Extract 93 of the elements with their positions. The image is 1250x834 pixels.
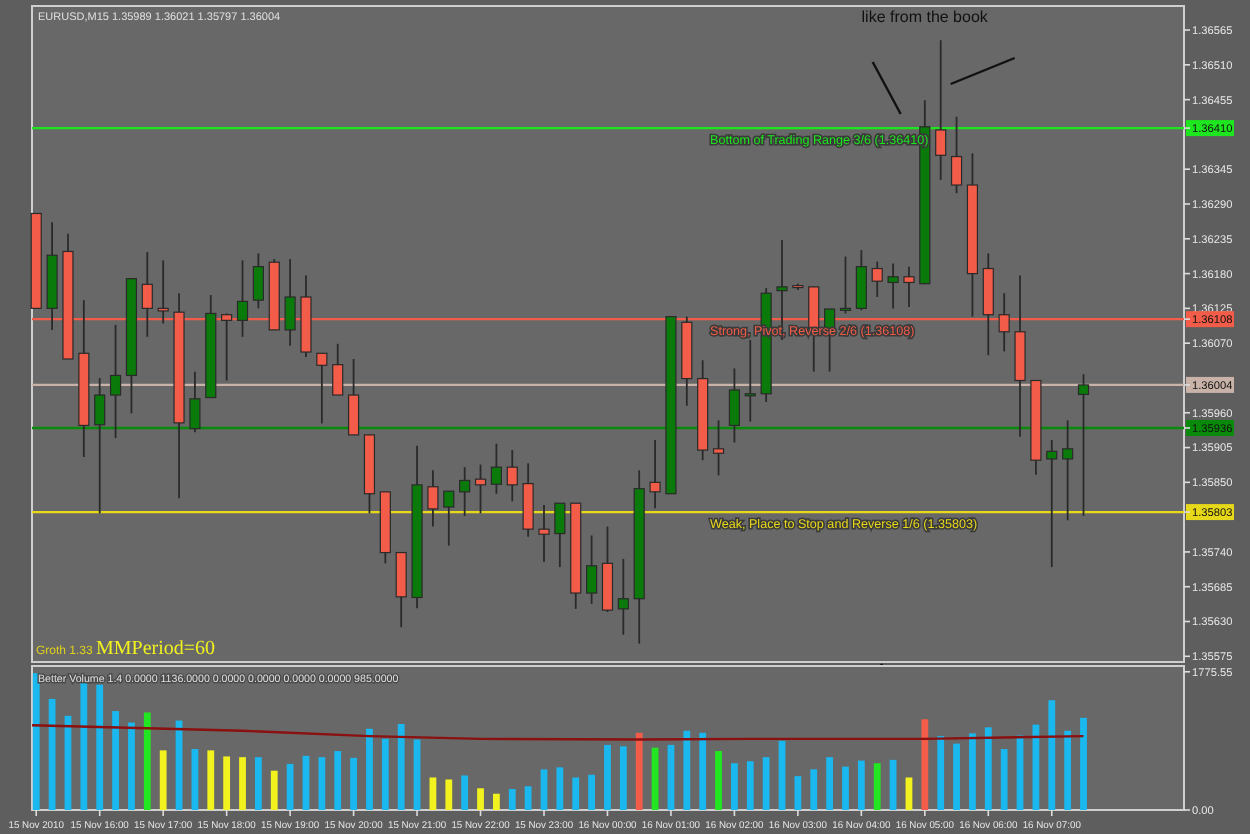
candlestick: [887, 262, 899, 310]
bar: [508, 788, 516, 810]
bar: [810, 769, 818, 810]
candlestick: [1046, 439, 1058, 569]
candlestick: [950, 115, 963, 195]
bar: [746, 761, 754, 810]
candlestick: [236, 259, 249, 338]
candlestick: [935, 39, 947, 181]
bar: [96, 684, 104, 810]
bar: [239, 757, 246, 810]
bar: [556, 767, 564, 810]
bar: [1048, 700, 1056, 810]
bar: [207, 750, 215, 810]
bar: [461, 775, 469, 810]
candlestick: [459, 466, 471, 517]
bar: [397, 723, 405, 810]
bar: [857, 760, 865, 810]
annotation: like from the book: [861, 8, 990, 26]
line-series: [30, 724, 1085, 741]
candlestick: [427, 469, 439, 528]
bar: [381, 738, 389, 810]
bar: [429, 777, 437, 810]
bar: [445, 779, 453, 810]
bar: [286, 763, 294, 810]
bar: [477, 788, 484, 810]
bar: [588, 774, 595, 810]
bar: [683, 730, 691, 810]
bar: [493, 793, 500, 810]
candlestick: [871, 260, 883, 298]
candlestick: [474, 463, 487, 515]
candlestick: [347, 358, 360, 436]
bar: [762, 757, 770, 810]
bar: [334, 751, 342, 810]
candlestick: [839, 255, 852, 315]
candlestick: [617, 557, 629, 636]
candlestick: [252, 252, 264, 310]
bar: [318, 757, 326, 810]
candlestick: [332, 342, 344, 396]
bar: [572, 777, 580, 810]
candlestick: [744, 339, 756, 423]
bar: [32, 673, 40, 810]
candlestick: [490, 442, 502, 495]
candlestick: [94, 377, 106, 515]
candlestick: [903, 265, 915, 309]
bar: [270, 770, 278, 810]
bar: [905, 777, 913, 810]
candlestick: [316, 352, 328, 425]
candlestick: [601, 525, 614, 613]
candlestick: [395, 551, 407, 629]
candlestick: [554, 502, 566, 569]
bar: [842, 766, 849, 810]
candlestick: [109, 323, 122, 439]
bar: [143, 712, 151, 810]
bar: [80, 679, 88, 810]
bar: [350, 757, 357, 810]
bar: [159, 750, 167, 810]
candlestick: [538, 504, 550, 563]
annotation: MMPeriod=60: [96, 638, 216, 660]
candlestick: [649, 439, 661, 510]
bar: [984, 727, 992, 810]
bar: [794, 776, 802, 810]
candlestick: [712, 419, 725, 477]
bar: [731, 763, 738, 810]
bar: [223, 756, 231, 810]
bar: [1080, 717, 1087, 810]
bar: [969, 733, 976, 810]
bar: [937, 736, 945, 810]
bar: [1064, 730, 1072, 810]
bar: [715, 751, 722, 810]
bar: [873, 763, 881, 810]
candlestick: [284, 258, 296, 347]
candlestick: [506, 449, 518, 503]
bar: [128, 722, 135, 810]
bar: [112, 711, 119, 810]
candlestick: [586, 534, 598, 605]
candlestick: [1077, 373, 1090, 517]
candlestick: [1062, 419, 1074, 522]
bar: [635, 732, 643, 810]
bar: [921, 719, 929, 810]
candlestick: [855, 249, 867, 312]
candlestick: [443, 490, 455, 547]
candlestick: [728, 367, 741, 444]
bar: [699, 732, 707, 810]
bar: [254, 757, 262, 810]
candlestick: [189, 370, 201, 434]
bar: [619, 746, 627, 810]
bar: [604, 744, 611, 810]
candlestick: [522, 462, 534, 538]
bar: [524, 786, 532, 810]
bar: [366, 728, 373, 810]
bar: [1000, 749, 1008, 810]
bar: [953, 743, 960, 810]
bar: [826, 757, 834, 810]
